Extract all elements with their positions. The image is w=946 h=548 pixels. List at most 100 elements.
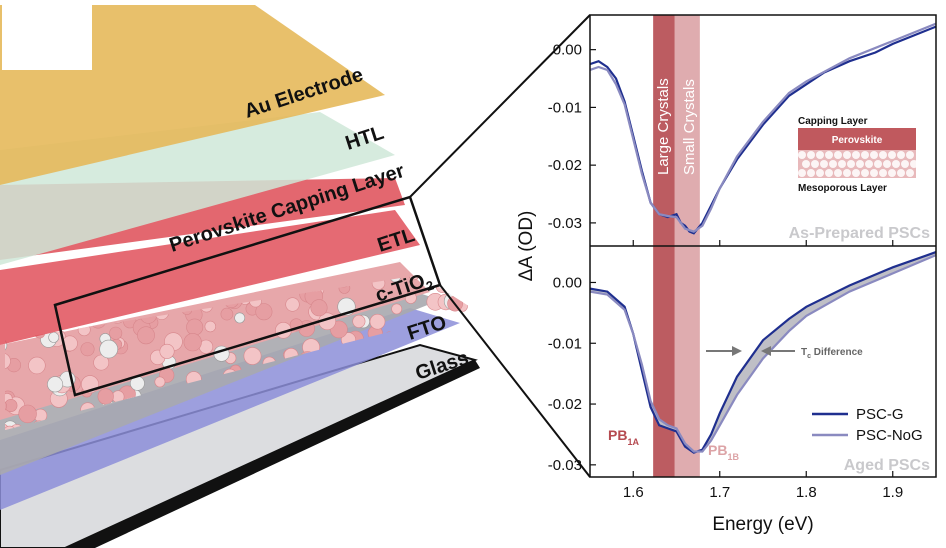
band-label-small: Small Crystals <box>681 79 698 175</box>
inset-dot <box>816 169 824 177</box>
mesoporous-sphere <box>5 352 11 370</box>
mesoporous-sphere <box>430 399 449 418</box>
inset-dot <box>807 151 815 159</box>
legend: PSC-G PSC-NoG <box>812 406 923 444</box>
tc-difference-fill <box>590 252 936 453</box>
mesoporous-sphere <box>285 297 300 312</box>
inset-dot <box>847 160 855 168</box>
series-layer <box>590 22 936 454</box>
mesoporous-sphere <box>18 404 37 424</box>
inset-dot <box>825 151 833 159</box>
y-tick-label: 0.00 <box>553 42 582 59</box>
tc-difference-annotation: Tc Difference <box>706 346 863 360</box>
mesoporous-sphere <box>455 256 466 267</box>
inset-dot <box>874 160 882 168</box>
y-tick-label: -0.01 <box>548 99 582 116</box>
mesoporous-sphere <box>28 356 46 375</box>
mesoporous-sphere <box>5 338 8 353</box>
inset-dot <box>811 160 819 168</box>
mesoporous-sphere <box>456 330 475 349</box>
zoom-line-top <box>409 14 591 198</box>
inset-dot <box>879 151 887 159</box>
inset-dot <box>897 151 905 159</box>
panel-bottom-label: Aged PSCs <box>844 457 930 474</box>
mesoporous-sphere <box>255 303 273 321</box>
mesoporous-sphere <box>420 394 432 406</box>
inset-dot <box>856 160 864 168</box>
inset-dot <box>897 169 905 177</box>
mesoporous-sphere <box>447 407 462 422</box>
mesoporous-sphere <box>310 299 328 317</box>
inset-dot <box>838 160 846 168</box>
svg-text:Tc Difference: Tc Difference <box>801 347 863 360</box>
mesoporous-sphere <box>386 425 405 430</box>
mesoporous-sphere <box>456 325 475 344</box>
pb1a-label: PB1A <box>608 427 639 447</box>
fto-layer <box>0 308 460 510</box>
mesoporous-sphere <box>445 331 458 344</box>
y-tick-label: -0.01 <box>548 335 582 352</box>
inset-perovskite-bar <box>798 128 916 150</box>
device-stack: Au Electrode HTL Perovskite Capping Laye… <box>0 2 591 548</box>
mesoporous-sphere <box>5 398 18 412</box>
x-tick-label: 1.8 <box>796 484 817 501</box>
inset-dot <box>888 151 896 159</box>
inset-dot <box>865 160 873 168</box>
mesoporous-sphere <box>352 314 366 328</box>
mesoporous-sphere <box>391 303 403 315</box>
inset-dot <box>910 160 918 168</box>
axis-ticks: 1.6 1.7 1.8 1.9 0.00 -0.01 -0.02 -0.03 0.00 -0.01… <box>548 42 903 501</box>
mesoporous-sphere <box>48 331 60 343</box>
y-tick-label: 0.00 <box>553 274 582 291</box>
inset-dot <box>852 151 860 159</box>
mesoporous-sphere <box>364 427 376 430</box>
mesoporous-sphere <box>97 388 114 405</box>
inset-dot <box>829 160 837 168</box>
inset-dot <box>802 160 810 168</box>
mesoporous-sphere <box>220 307 234 321</box>
inset-dot <box>816 151 824 159</box>
inset-dot <box>834 151 842 159</box>
corner-blank <box>2 2 92 70</box>
inset-dot <box>852 169 860 177</box>
x-axis-title: Energy (eV) <box>712 514 813 535</box>
inset-dot <box>906 151 914 159</box>
inset-dot <box>834 169 842 177</box>
inset-dot <box>883 160 891 168</box>
x-tick-label: 1.7 <box>709 484 730 501</box>
inset-dot <box>870 169 878 177</box>
inset-dot <box>825 169 833 177</box>
y-tick-label: -0.02 <box>548 396 582 413</box>
au-layer <box>0 5 385 185</box>
inset-dot <box>861 151 869 159</box>
mesoporous-sphere <box>159 343 175 359</box>
x-tick-label: 1.6 <box>623 484 644 501</box>
inset-dot <box>843 151 851 159</box>
y-tick-label: -0.03 <box>548 457 582 474</box>
inset-perovskite-label: Perovskite <box>832 135 883 146</box>
mesoporous-sphere <box>109 326 123 340</box>
inset-dot <box>888 169 896 177</box>
y-axis-title: ΔA (OD) <box>516 211 537 282</box>
etl-layer <box>0 210 420 345</box>
inset-dot <box>820 160 828 168</box>
inset-schematic: Capping Layer Perovskite Mesoporous Laye… <box>798 116 918 194</box>
mesoporous-sphere <box>99 339 118 359</box>
mesoporous-sphere <box>154 376 166 388</box>
mesoporous-sphere <box>186 318 204 336</box>
mesoporous-sphere <box>93 354 110 371</box>
inset-dot <box>879 169 887 177</box>
ctio2-layer <box>0 285 440 475</box>
inset-dot <box>807 169 815 177</box>
inset-dot <box>870 151 878 159</box>
mesoporous-sphere <box>234 312 246 324</box>
inset-dot <box>861 169 869 177</box>
legend-label-psc-g: PSC-G <box>856 406 904 423</box>
inset-dot <box>892 160 900 168</box>
glass-edge <box>65 360 480 548</box>
inset-dot <box>901 160 909 168</box>
mesoporous-sphere <box>47 376 64 393</box>
inset-mesoporous-label: Mesoporous Layer <box>798 183 887 194</box>
mesoporous-sphere <box>424 404 442 422</box>
